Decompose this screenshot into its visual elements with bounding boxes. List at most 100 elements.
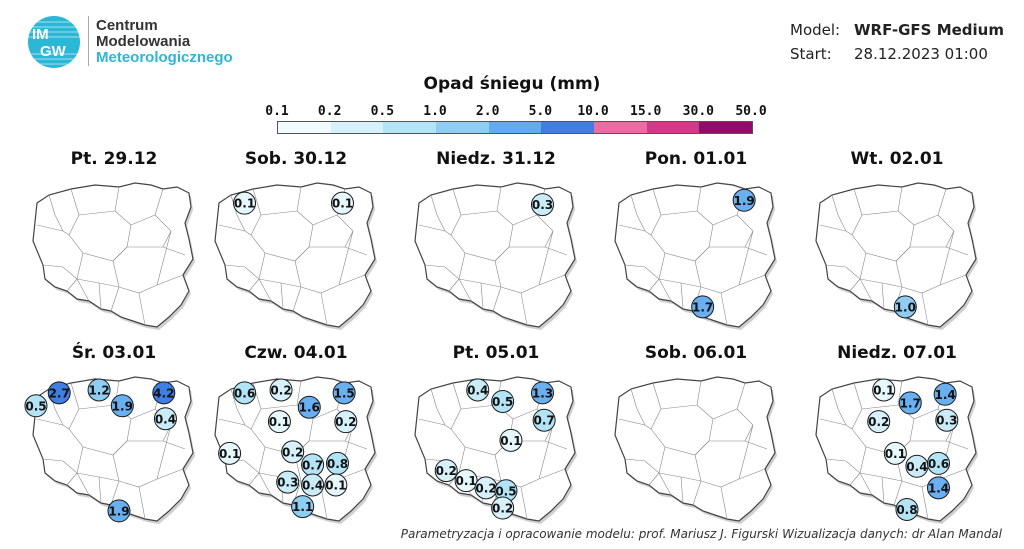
legend-tick-label: 30.0 — [682, 104, 714, 119]
voivodeship-border — [248, 278, 260, 292]
legend-labels: 0.1 0.2 0.5 1.0 2.0 5.0 10.0 15.0 30.0 50.0 — [260, 104, 770, 122]
voivodeship-border — [881, 282, 885, 310]
marker-value: 1.9 — [734, 194, 755, 208]
forecast-day-panel: Niedz. 31.12 0.3 — [405, 149, 587, 339]
voivodeship-border — [320, 292, 328, 326]
legend-tick-label: 2.0 — [475, 104, 500, 119]
marker-value: 1.3 — [532, 386, 553, 400]
marker-value: 0.1 — [500, 434, 521, 448]
forecast-day-panel: Czw. 04.01 0.6 0.2 1.5 1.6 0.1 0.2 0.1 0.2 0.7 0.8… — [205, 343, 387, 533]
logo-divider — [88, 16, 89, 66]
voivodeship-border — [630, 388, 646, 426]
marker-value: 1.9 — [112, 399, 133, 413]
voivodeship-border — [280, 282, 284, 310]
marker-circle — [281, 440, 305, 464]
marker-circle — [330, 191, 354, 215]
voivodeship-border — [849, 278, 861, 292]
marker-value: 1.2 — [88, 383, 109, 397]
marker-circle — [332, 381, 356, 405]
voivodeship-border — [851, 382, 873, 496]
marker-circle — [883, 441, 907, 465]
marker-circle — [732, 188, 756, 212]
country-outline — [414, 376, 576, 522]
voivodeship-border — [851, 188, 873, 302]
forecast-day-panel: Pt. 29.12 — [23, 149, 205, 339]
snowfall-marker: 0.2 — [281, 440, 305, 464]
voivodeship-border — [712, 214, 738, 226]
voivodeship-border — [138, 292, 146, 326]
marker-circle — [898, 391, 922, 415]
marker-circle — [47, 381, 71, 405]
voivodeship-border — [664, 440, 745, 456]
voivodeship-border — [520, 292, 528, 326]
panel-day-title: Wt. 02.01 — [850, 149, 944, 169]
marker-circle — [301, 473, 325, 497]
snowfall-marker: 0.2 — [434, 459, 458, 483]
voivodeship-border — [520, 486, 528, 520]
poland-map: 1.0 — [815, 182, 978, 330]
voivodeship-border — [138, 486, 146, 520]
marker-circle — [87, 378, 111, 402]
voivodeship-border — [720, 292, 728, 326]
snowfall-marker: 0.4 — [153, 407, 177, 431]
footer-credits: Parametryzacja i opracowanie modelu: pro… — [400, 527, 1002, 541]
voivodeship-border — [480, 282, 484, 310]
snowfall-marker: 0.8 — [326, 451, 349, 475]
marker-circle — [276, 470, 300, 494]
marker-value: 0.5 — [25, 399, 46, 413]
voivodeship-border — [48, 194, 64, 232]
snowfall-marker: 0.5 — [491, 389, 515, 413]
snowfall-marker: 0.1 — [330, 191, 354, 215]
legend-tick-label: 0.1 — [265, 104, 289, 119]
panel-day-title: Sob. 06.01 — [644, 343, 748, 363]
legend-swatch — [541, 122, 595, 133]
voivodeship-border — [460, 210, 498, 216]
marker-circle — [24, 394, 48, 418]
marker-value: 1.7 — [692, 300, 713, 314]
voivodeship-border — [849, 472, 861, 486]
marker-circle — [466, 378, 490, 402]
marker-value: 0.6 — [234, 386, 255, 400]
country-outline — [414, 182, 576, 328]
marker-value: 1.9 — [108, 504, 129, 518]
marker-value: 1.7 — [900, 396, 921, 410]
marker-circle — [324, 473, 348, 497]
model-label: Model: — [790, 21, 841, 39]
legend-tick-label: 50.0 — [735, 104, 767, 119]
country-outline — [614, 182, 776, 328]
voivodeship-border — [264, 246, 345, 262]
voivodeship-border — [464, 440, 545, 456]
country-outline — [32, 182, 194, 328]
snowfall-marker: 0.4 — [905, 454, 929, 478]
marker-circle — [927, 476, 950, 500]
poland-map — [32, 182, 195, 330]
snowfall-marker: 0.6 — [927, 451, 950, 475]
snowfall-marker: 0.1 — [267, 410, 291, 434]
poland-map: 0.3 — [414, 182, 577, 330]
voivodeship-border — [921, 486, 929, 520]
logo-letters-top: IM — [32, 26, 49, 43]
marker-circle — [691, 295, 715, 319]
snowfall-marker: 1.9 — [732, 188, 756, 212]
marker-circle — [895, 497, 919, 521]
legend-swatch — [436, 122, 489, 133]
panel-day-title: Czw. 04.01 — [244, 343, 348, 363]
voivodeship-border — [680, 476, 684, 504]
voivodeship-border — [921, 292, 929, 326]
voivodeship-border — [861, 210, 899, 216]
snowfall-marker: 1.4 — [927, 476, 950, 500]
imgw-logo: IM GW Centrum Modelowania Meteorologiczn… — [26, 14, 256, 70]
marker-value: 0.5 — [495, 484, 516, 498]
marker-value: 1.6 — [299, 401, 320, 415]
snowfall-marker: 1.9 — [110, 394, 134, 418]
country-outline — [214, 182, 376, 328]
voivodeship-border — [700, 274, 766, 294]
marker-circle — [233, 191, 257, 215]
voivodeship-border — [118, 274, 184, 294]
legend-swatch — [488, 122, 542, 133]
marker-value: 0.8 — [327, 457, 348, 471]
voivodeship-border — [312, 214, 338, 226]
poland-map — [614, 376, 777, 524]
voivodeship-border — [300, 274, 366, 294]
country-outline — [614, 376, 776, 522]
